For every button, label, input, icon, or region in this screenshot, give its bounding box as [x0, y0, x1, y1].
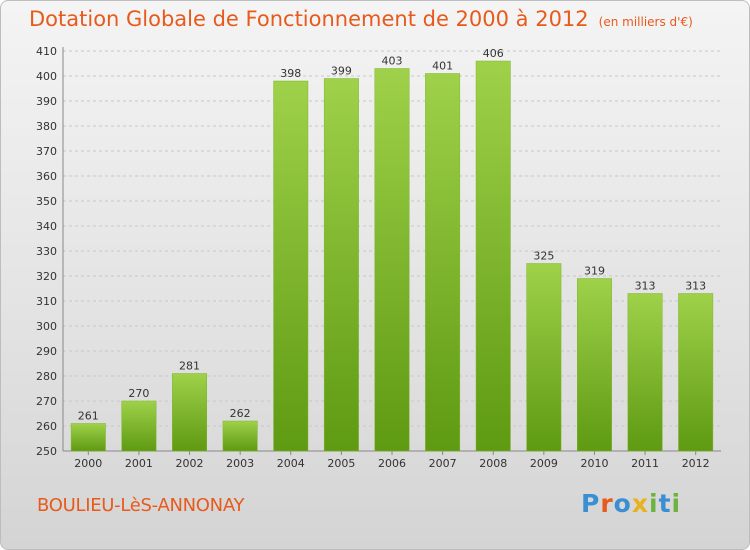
bars — [70, 60, 714, 452]
x-tick-label-2011: 2011 — [631, 457, 659, 470]
bar-2009 — [526, 263, 562, 452]
y-tick-label: 400 — [36, 70, 57, 83]
x-tick-label-2000: 2000 — [74, 457, 102, 470]
y-tick-label: 290 — [36, 345, 57, 358]
x-tick-label-2001: 2001 — [125, 457, 153, 470]
bar-2000 — [70, 423, 106, 452]
value-label-2010: 319 — [584, 265, 605, 278]
logo-letter: t — [658, 489, 672, 518]
y-tick-label: 310 — [36, 295, 57, 308]
bar-2012 — [678, 293, 714, 452]
y-tick-label: 350 — [36, 195, 57, 208]
y-tick-label: 330 — [36, 245, 57, 258]
y-tick-label: 360 — [36, 170, 57, 183]
chart-title: Dotation Globale de Fonctionnement de 20… — [29, 7, 693, 31]
proxiti-logo[interactable]: Proxiti — [581, 489, 681, 518]
x-tick-label-2003: 2003 — [226, 457, 254, 470]
logo-letter: r — [600, 489, 614, 518]
bar-2003 — [222, 420, 258, 452]
bar-2007 — [425, 73, 461, 452]
logo-letter: P — [581, 489, 601, 518]
value-label-2009: 325 — [533, 250, 554, 263]
bar-2010 — [577, 278, 612, 452]
x-tick-label-2009: 2009 — [530, 457, 558, 470]
y-tick-label: 340 — [36, 220, 57, 233]
logo-letter: o — [613, 489, 632, 518]
x-tick-label-2012: 2012 — [682, 457, 710, 470]
y-tick-label: 320 — [36, 270, 57, 283]
y-tick-label: 390 — [36, 95, 57, 108]
value-label-2002: 281 — [179, 360, 200, 373]
logo-letter: x — [631, 489, 649, 518]
value-label-2003: 262 — [230, 407, 251, 420]
y-tick-label: 410 — [36, 45, 57, 58]
commune-name: BOULIEU-LèS-ANNONAY — [37, 495, 245, 516]
value-label-2007: 401 — [432, 60, 453, 73]
y-tick-label: 280 — [36, 370, 57, 383]
bar-2011 — [627, 293, 663, 452]
value-label-2004: 398 — [280, 67, 301, 80]
labels: 250 260 270 280 290 300 310 320 330 340 350 360 370 3… — [36, 45, 710, 470]
bar-2001 — [121, 400, 157, 452]
bar-2002 — [172, 373, 207, 452]
y-tick-label: 250 — [36, 445, 57, 458]
bar-2005 — [323, 78, 359, 452]
x-tick-label-2010: 2010 — [580, 457, 608, 470]
logo-letter: i — [671, 489, 682, 518]
logo-letter: i — [649, 489, 659, 518]
value-label-2005: 399 — [331, 65, 352, 78]
y-tick-label: 270 — [36, 395, 57, 408]
y-tick-label: 260 — [36, 420, 57, 433]
x-tick-label-2005: 2005 — [327, 457, 355, 470]
x-tick-label-2008: 2008 — [479, 457, 507, 470]
x-tick-label-2002: 2002 — [176, 457, 204, 470]
chart-title-text: Dotation Globale de Fonctionnement de 20… — [29, 7, 589, 31]
value-label-2001: 270 — [128, 387, 149, 400]
value-label-2000: 261 — [78, 410, 99, 423]
y-tick-label: 380 — [36, 120, 57, 133]
y-tick-label: 370 — [36, 145, 57, 158]
bar-2006 — [374, 68, 410, 452]
x-tick-label-2004: 2004 — [277, 457, 305, 470]
y-tick-label: 300 — [36, 320, 57, 333]
value-label-2011: 313 — [635, 280, 656, 293]
value-label-2008: 406 — [483, 47, 504, 60]
bar-2008 — [475, 60, 511, 452]
value-label-2012: 313 — [685, 280, 706, 293]
chart-unit: (en milliers d'€) — [598, 15, 693, 29]
bar-2004 — [273, 80, 309, 452]
x-tick-label-2006: 2006 — [378, 457, 406, 470]
value-label-2006: 403 — [382, 55, 403, 68]
x-tick-label-2007: 2007 — [429, 457, 457, 470]
